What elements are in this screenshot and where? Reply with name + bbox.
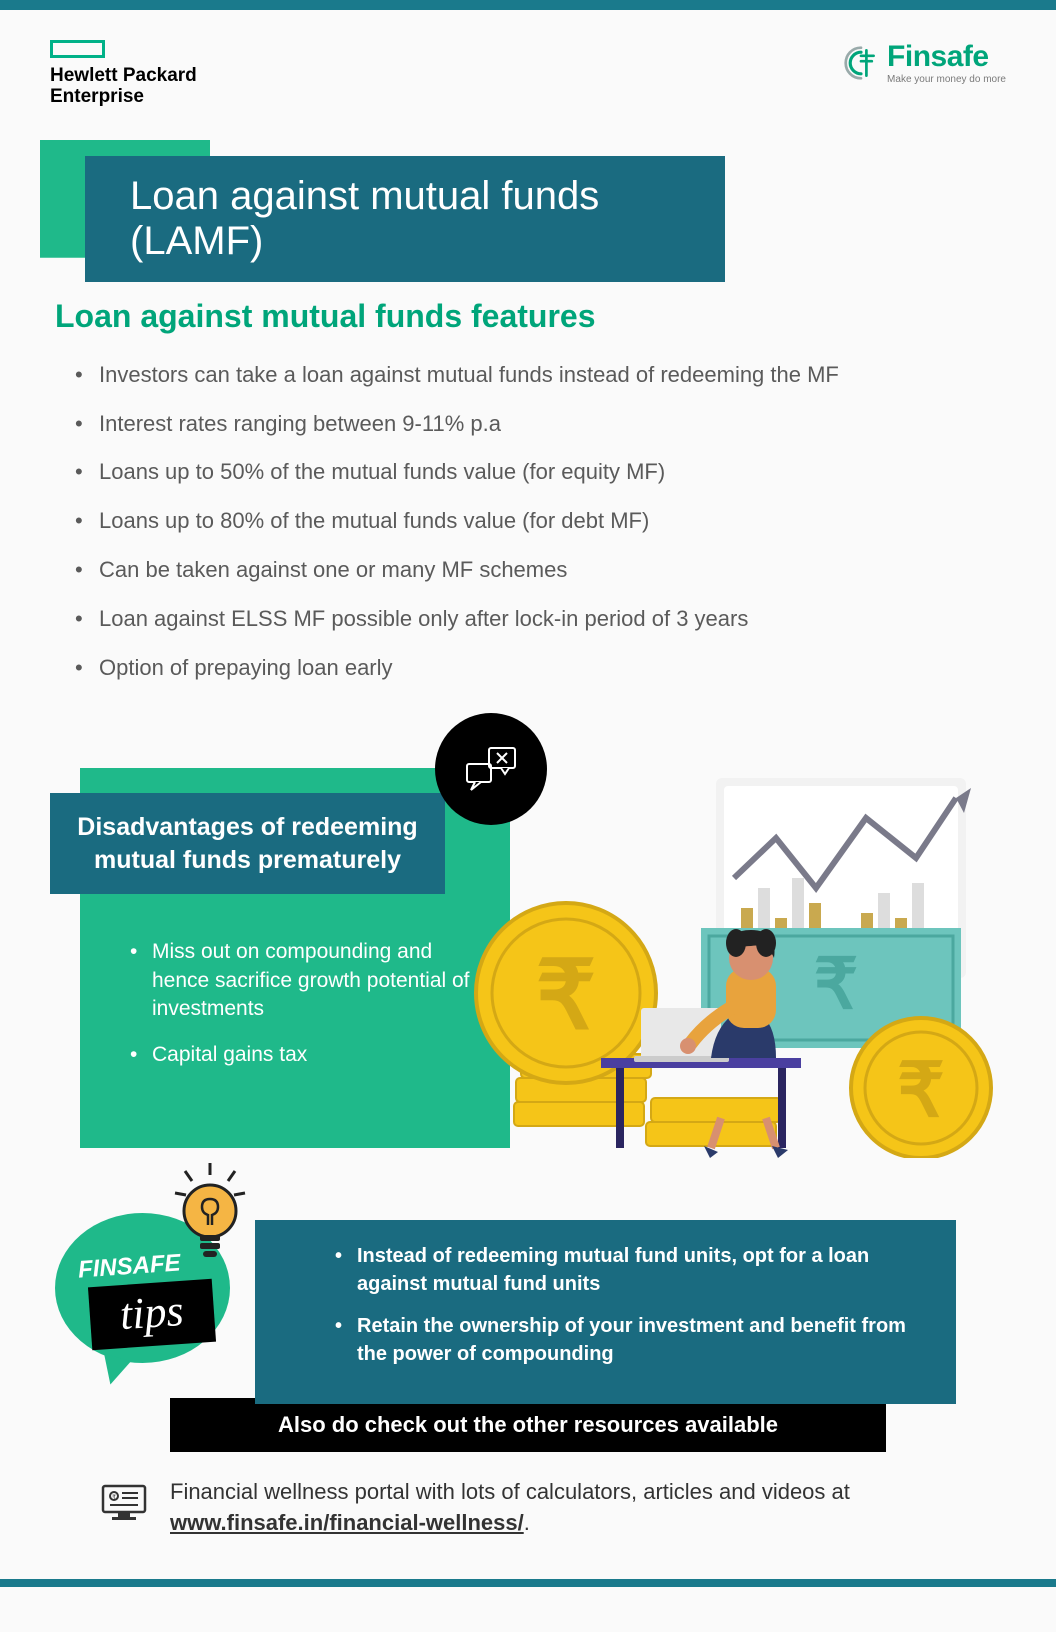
svg-text:₹: ₹ — [112, 1494, 116, 1501]
tip-item: Instead of redeeming mutual fund units, … — [335, 1242, 916, 1298]
feature-item: Loan against ELSS MF possible only after… — [75, 604, 1001, 635]
portal-link[interactable]: www.finsafe.in/financial-wellness/ — [170, 1510, 524, 1535]
finsafe-tagline: Make your money do more — [887, 74, 1006, 85]
page-title: Loan against mutual funds (LAMF) — [130, 174, 670, 264]
tip-item: Retain the ownership of your investment … — [335, 1312, 916, 1368]
feature-item: Investors can take a loan against mutual… — [75, 360, 1001, 391]
hpe-bar-icon — [50, 40, 105, 58]
tips-list: Instead of redeeming mutual fund units, … — [335, 1242, 916, 1368]
feature-item: Loans up to 50% of the mutual funds valu… — [75, 457, 1001, 488]
feature-item: Option of prepaying loan early — [75, 653, 1001, 684]
resources-banner: Also do check out the other resources av… — [170, 1398, 886, 1452]
header: Hewlett Packard Enterprise Finsafe Make … — [0, 10, 1056, 128]
finsafe-name: Finsafe — [887, 40, 1006, 74]
portal-screen-icon: ₹ — [100, 1483, 148, 1523]
portal-text: Financial wellness portal with lots of c… — [170, 1477, 916, 1539]
hpe-logo: Hewlett Packard Enterprise — [50, 40, 197, 108]
resources-banner-text: Also do check out the other resources av… — [278, 1412, 778, 1437]
svg-text:₹: ₹ — [536, 943, 596, 1049]
disadvantages-title: Disadvantages of redeeming mutual funds … — [75, 811, 420, 876]
feature-item: Loans up to 80% of the mutual funds valu… — [75, 506, 1001, 537]
disadvantages-section: Disadvantages of redeeming mutual funds … — [50, 718, 1006, 1138]
disadvantage-item: Miss out on compounding and hence sacrif… — [130, 938, 470, 1023]
feature-item: Interest rates ranging between 9-11% p.a — [75, 409, 1001, 440]
disadvantage-item: Capital gains tax — [130, 1041, 470, 1069]
svg-text:₹: ₹ — [897, 1048, 945, 1132]
portal-section: ₹ Financial wellness portal with lots of… — [100, 1477, 916, 1539]
hpe-text: Hewlett Packard Enterprise — [50, 66, 197, 108]
bottom-accent-bar — [0, 1579, 1056, 1587]
finsafe-logo: Finsafe Make your money do more — [843, 40, 1006, 85]
finance-illustration: ₹ ₹ ₹ — [466, 758, 1026, 1158]
feature-item: Can be taken against one or many MF sche… — [75, 555, 1001, 586]
features-heading: Loan against mutual funds features — [55, 298, 1001, 335]
disadvantages-title-box: Disadvantages of redeeming mutual funds … — [50, 793, 445, 894]
top-accent-bar — [0, 0, 1056, 10]
tips-script-bar: tips — [88, 1279, 216, 1350]
finsafe-swirl-icon — [843, 45, 879, 81]
features-list: Investors can take a loan against mutual… — [75, 360, 1001, 684]
title-section: Loan against mutual funds (LAMF) — [40, 148, 1016, 258]
tips-content-box: Instead of redeeming mutual fund units, … — [255, 1220, 956, 1404]
tips-script-text: tips — [118, 1286, 185, 1339]
lightbulb-icon — [170, 1163, 250, 1263]
chat-x-icon — [435, 713, 547, 825]
svg-text:₹: ₹ — [814, 945, 859, 1023]
title-banner: Loan against mutual funds (LAMF) — [85, 156, 725, 282]
tips-section: FINSAFE tips Instead of redeeming mutual… — [50, 1178, 1006, 1358]
disadvantages-list: Miss out on compounding and hence sacrif… — [130, 938, 470, 1087]
